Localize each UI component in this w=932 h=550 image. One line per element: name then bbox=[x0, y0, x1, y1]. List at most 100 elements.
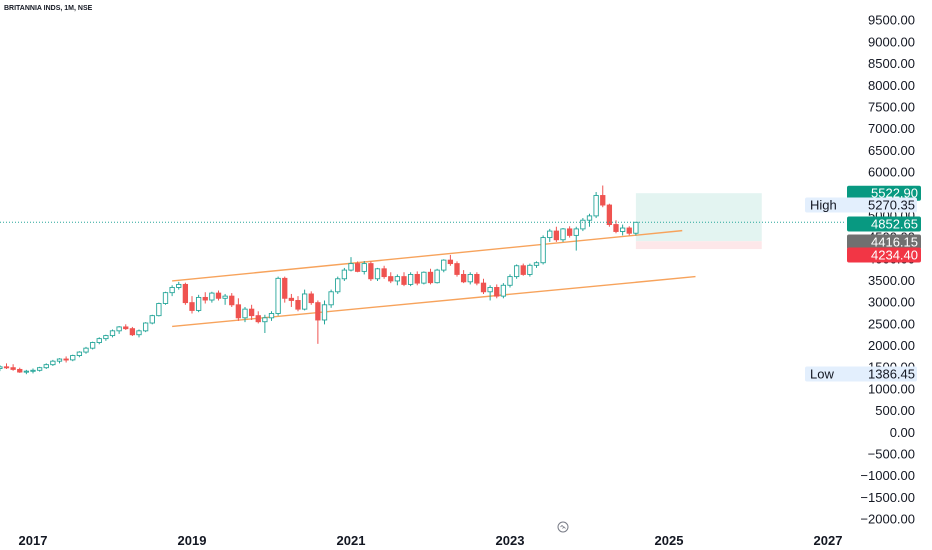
candle bbox=[361, 260, 367, 275]
svg-text:Low: Low bbox=[810, 367, 834, 382]
candle bbox=[308, 291, 314, 305]
y-tick-label: −2000.00 bbox=[860, 512, 915, 527]
channel-upper-line bbox=[172, 229, 683, 282]
candle bbox=[116, 326, 122, 334]
candle bbox=[500, 283, 507, 299]
candle bbox=[394, 274, 401, 286]
candle bbox=[487, 285, 493, 301]
candle bbox=[341, 267, 348, 281]
channel-lower-line bbox=[172, 275, 696, 328]
candle bbox=[580, 218, 586, 232]
y-tick-label: 9500.00 bbox=[868, 13, 915, 28]
candle bbox=[142, 322, 149, 333]
candle bbox=[89, 341, 96, 350]
candle bbox=[295, 296, 301, 312]
y-tick-label: 2500.00 bbox=[868, 316, 915, 331]
candle bbox=[56, 358, 63, 364]
candle bbox=[0, 365, 3, 372]
x-tick-label: 2017 bbox=[19, 533, 48, 548]
y-tick-label: 0.00 bbox=[890, 425, 915, 440]
y-tick-label: −500.00 bbox=[868, 446, 915, 461]
candle bbox=[255, 311, 261, 324]
x-tick-label: 2027 bbox=[814, 533, 843, 548]
y-tick-label: −1000.00 bbox=[860, 468, 915, 483]
candle bbox=[70, 354, 76, 362]
candle bbox=[374, 267, 381, 281]
candle bbox=[262, 314, 268, 333]
candle bbox=[441, 259, 447, 273]
candle bbox=[17, 367, 23, 373]
y-tick-label: 7500.00 bbox=[868, 99, 915, 114]
candle bbox=[507, 274, 513, 288]
candle bbox=[593, 192, 599, 219]
candle bbox=[209, 291, 215, 303]
x-tick-label: 2021 bbox=[337, 533, 366, 548]
candle bbox=[195, 294, 202, 313]
candle bbox=[368, 261, 374, 281]
candle bbox=[30, 368, 36, 374]
candle bbox=[123, 324, 129, 330]
candle bbox=[447, 254, 454, 266]
candle bbox=[229, 293, 235, 307]
candle bbox=[162, 291, 169, 305]
y-tick-label: 7000.00 bbox=[868, 121, 915, 136]
candle bbox=[553, 226, 560, 242]
candle bbox=[566, 226, 573, 238]
candle bbox=[202, 292, 208, 304]
candle bbox=[606, 203, 613, 227]
y-tick-label: 2000.00 bbox=[868, 338, 915, 353]
y-tick-label: 8000.00 bbox=[868, 78, 915, 93]
candle bbox=[480, 278, 487, 294]
svg-text:4852.65: 4852.65 bbox=[871, 217, 918, 232]
candles bbox=[0, 185, 639, 375]
candle bbox=[315, 300, 321, 344]
candle bbox=[560, 228, 566, 242]
candle bbox=[96, 337, 102, 345]
svg-text:1386.45: 1386.45 bbox=[868, 367, 915, 382]
candle bbox=[494, 284, 500, 299]
candle bbox=[3, 363, 10, 369]
candle bbox=[619, 224, 626, 236]
candle bbox=[407, 272, 414, 287]
candle bbox=[467, 272, 473, 285]
candle bbox=[36, 366, 43, 372]
y-tick-label: −1500.00 bbox=[860, 490, 915, 505]
position-zones bbox=[635, 193, 762, 250]
candle bbox=[527, 263, 533, 277]
candle bbox=[381, 265, 387, 279]
candle bbox=[268, 311, 275, 321]
candle bbox=[76, 351, 83, 358]
candle bbox=[626, 226, 632, 236]
candle bbox=[248, 304, 255, 320]
candle bbox=[354, 261, 361, 273]
y-tick-label: 6000.00 bbox=[868, 165, 915, 180]
svg-text:4234.40: 4234.40 bbox=[871, 248, 918, 263]
candle bbox=[533, 261, 540, 268]
y-tick-label: 1000.00 bbox=[868, 381, 915, 396]
x-axis[interactable]: 2017 2019 2021 2023 2025 2027 bbox=[19, 533, 843, 548]
candle bbox=[129, 326, 136, 337]
current-price-badge: 4852.65 bbox=[847, 216, 921, 232]
x-tick-label: 2019 bbox=[178, 533, 207, 548]
candle bbox=[222, 293, 228, 305]
candle bbox=[474, 272, 480, 286]
svg-text:4416.15: 4416.15 bbox=[871, 235, 918, 250]
candle bbox=[421, 271, 427, 285]
y-tick-label: 8500.00 bbox=[868, 56, 915, 71]
scroll-icon[interactable] bbox=[557, 521, 569, 533]
candle bbox=[189, 296, 195, 314]
y-tick-label: 3500.00 bbox=[868, 273, 915, 288]
candle bbox=[83, 346, 89, 354]
y-tick-label: 500.00 bbox=[875, 403, 915, 418]
candle bbox=[182, 282, 189, 305]
candle bbox=[586, 213, 593, 227]
candle bbox=[513, 264, 520, 279]
low-label: Low 1386.45 bbox=[805, 366, 917, 382]
candle bbox=[600, 185, 606, 208]
candle bbox=[348, 257, 354, 272]
y-axis[interactable]: 9500.00 9000.00 8500.00 8000.00 7500.00 7000.… bbox=[860, 13, 915, 527]
candle bbox=[10, 364, 16, 371]
svg-text:5522.90: 5522.90 bbox=[871, 186, 918, 201]
